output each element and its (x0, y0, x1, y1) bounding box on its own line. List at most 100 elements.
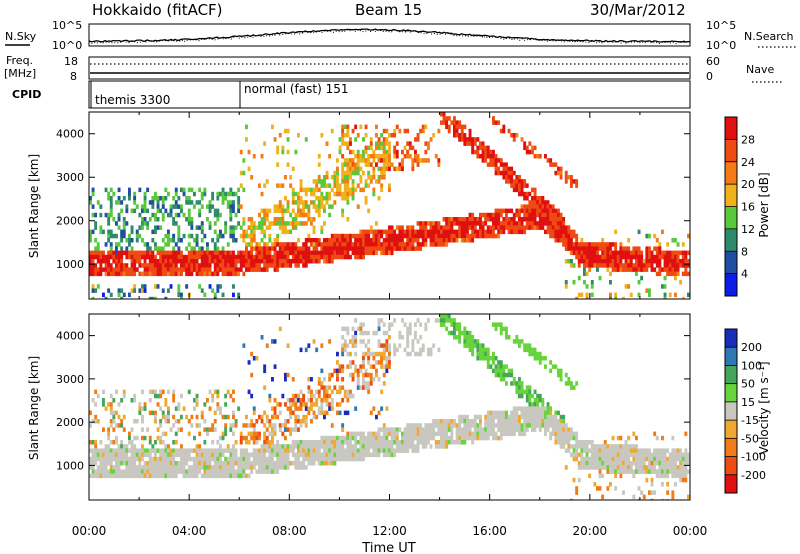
velocity-cell (541, 410, 545, 416)
power-cell (177, 254, 181, 260)
velocity-cell (161, 389, 165, 395)
velocity-cell (590, 440, 594, 445)
velocity-cell (395, 440, 399, 445)
power-cell (609, 280, 612, 285)
velocity-cell (471, 419, 475, 424)
velocity-cell (182, 456, 186, 462)
velocity-cell (502, 427, 506, 432)
power-cell (658, 246, 662, 251)
velocity-cell (684, 456, 688, 462)
velocity-cell (429, 351, 433, 357)
power-cell (312, 250, 316, 256)
power-cell (481, 145, 485, 151)
velocity-cell (112, 452, 116, 458)
velocity-cell (216, 406, 220, 411)
power-cell (276, 217, 280, 222)
power-cell (390, 162, 394, 167)
power-cell (499, 170, 503, 176)
power-cell (177, 212, 181, 218)
velocity-cell (177, 427, 181, 432)
power-cell (219, 191, 222, 197)
velocity-cell (156, 402, 160, 407)
velocity-cell (307, 389, 311, 395)
velocity-cell (596, 452, 599, 458)
power-cell (546, 158, 550, 163)
velocity-cell (388, 452, 391, 458)
power-cell (208, 284, 212, 289)
power-cell (492, 225, 495, 230)
power-cell (229, 204, 233, 209)
power-cell (143, 263, 147, 268)
velocity-cell (128, 448, 131, 453)
velocity-cell (221, 473, 225, 479)
power-cell (596, 267, 599, 272)
power-cell (317, 200, 321, 205)
power-cell (520, 221, 524, 226)
power-cell (291, 191, 295, 197)
velocity-cell (653, 461, 657, 466)
power-cell (596, 259, 599, 264)
velocity-cell (471, 423, 475, 428)
power-cell (354, 250, 358, 256)
power-cell (497, 217, 501, 222)
power-cell (382, 145, 386, 151)
power-cell (237, 259, 241, 264)
power-cell (668, 250, 672, 256)
velocity-cell (268, 398, 272, 403)
velocity-cell (518, 377, 521, 382)
power-cell (198, 267, 202, 272)
power-cell (281, 229, 285, 235)
velocity-cell (588, 465, 592, 470)
power-cell (151, 267, 155, 272)
power-cell (375, 154, 378, 159)
power-cell (380, 233, 384, 239)
power-cell (466, 225, 469, 230)
velocity-cell (242, 448, 246, 453)
velocity-cell (167, 452, 170, 458)
velocity-cell (312, 440, 316, 445)
power-cell (411, 166, 415, 172)
velocity-cell (343, 456, 347, 462)
velocity-cell (427, 440, 430, 445)
velocity-cell (653, 456, 657, 462)
power-cell (510, 170, 514, 176)
power-cell (195, 259, 199, 264)
velocity-cell (406, 440, 410, 445)
velocity-cell (297, 452, 300, 458)
velocity-cell (172, 461, 176, 466)
velocity-cell (125, 473, 129, 479)
velocity-cell (632, 473, 636, 479)
power-cell (606, 267, 610, 272)
velocity-cell (291, 410, 295, 416)
power-cell (577, 254, 581, 260)
power-cell (346, 187, 350, 193)
velocity-cell (635, 456, 638, 462)
power-cell (232, 267, 235, 272)
power-cell (203, 271, 207, 277)
power-cell (382, 154, 386, 159)
velocity-cell (369, 440, 373, 445)
velocity-cell (648, 465, 651, 470)
velocity-cell (603, 465, 607, 470)
velocity-cell (354, 456, 358, 462)
power-cell (141, 204, 144, 209)
power-cell (648, 288, 651, 293)
velocity-cell (512, 414, 516, 420)
velocity-cell (406, 448, 410, 453)
cpid-panel-frame (88, 80, 691, 109)
power-cell (156, 200, 160, 205)
velocity-cell (538, 398, 542, 403)
power-cell (180, 296, 183, 299)
velocity-cell (538, 351, 542, 357)
velocity-cell (367, 360, 371, 365)
velocity-cell (684, 431, 688, 437)
velocity-cell (294, 419, 298, 424)
power-cell (213, 271, 217, 277)
power-cell (320, 179, 324, 184)
velocity-cell (167, 419, 170, 424)
power-cell (362, 187, 365, 193)
power-cell (570, 263, 573, 268)
velocity-cell (671, 461, 675, 466)
power-cell (164, 254, 168, 260)
power-cell (354, 246, 358, 251)
